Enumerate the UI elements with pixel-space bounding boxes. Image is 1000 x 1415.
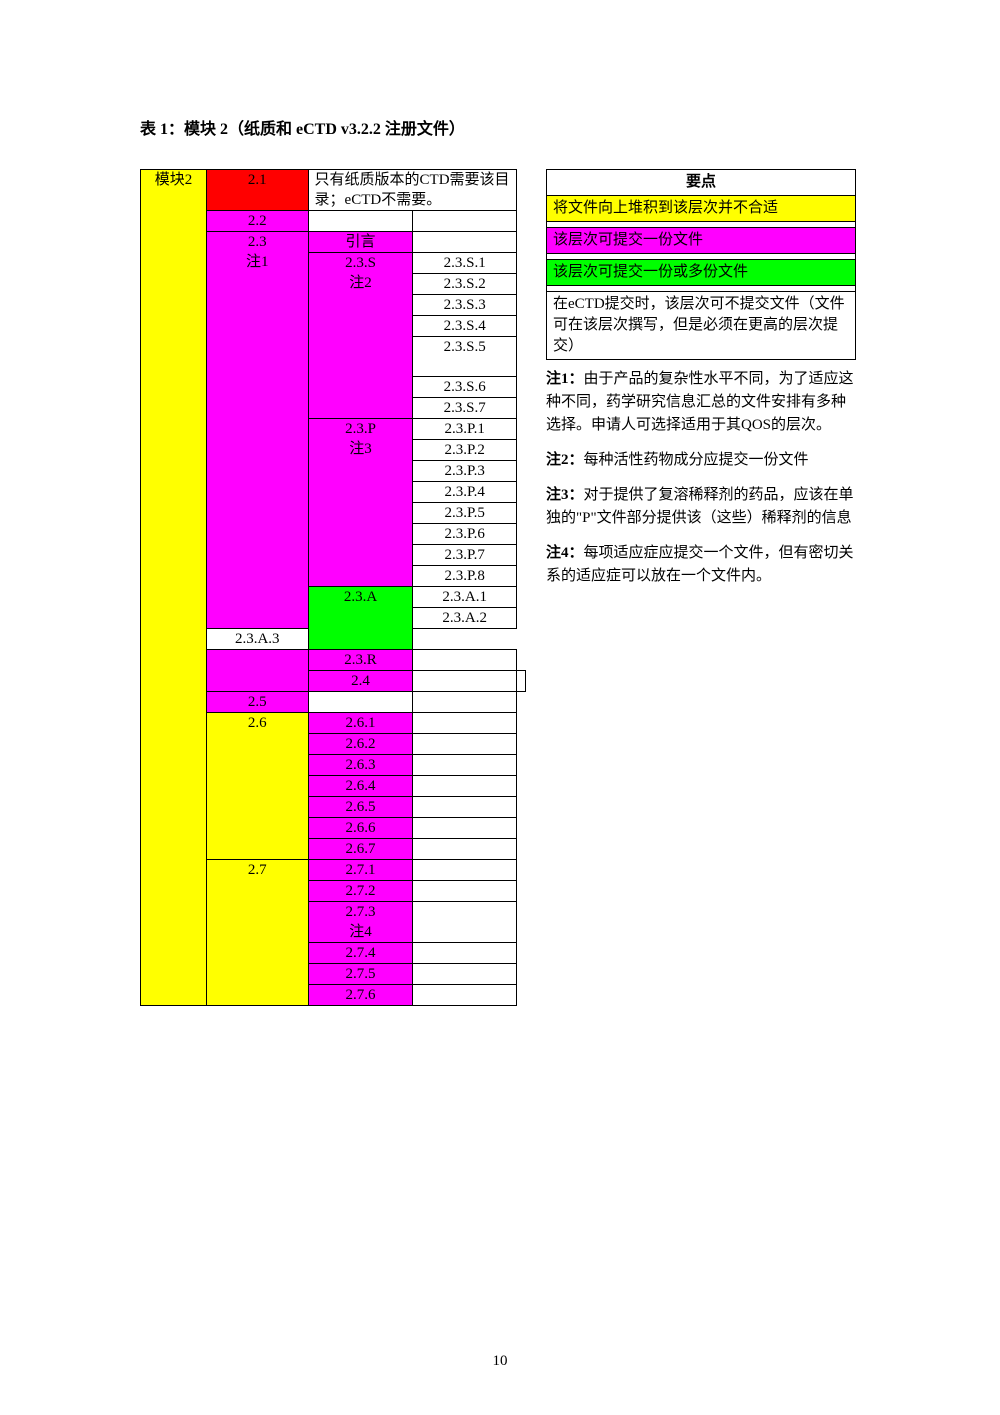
- cell-inner: 2.3.P.3: [413, 461, 517, 482]
- cell-inner: 2.6.3: [308, 755, 413, 776]
- cell-inner: 2.6.5: [308, 797, 413, 818]
- cell-inner: 2.3.P.1: [413, 419, 517, 440]
- cell-header-note: 只有纸质版本的CTD需要该目录；eCTD不需要。: [308, 170, 516, 211]
- note-4-label: 注4：: [546, 545, 584, 561]
- legend-magenta: 该层次可提交一份文件: [547, 228, 856, 254]
- note-2-label: 注2：: [546, 452, 584, 468]
- cell-inner: 2.7.6: [308, 985, 413, 1006]
- cell-inner: 2.7.4: [308, 943, 413, 964]
- note-4-text: 每项适应症应提交一个文件，但有密切关系的适应症可以放在一个文件内。: [546, 545, 854, 584]
- notes-block: 注1：由于产品的复杂性水平不同，为了适应这种不同，药学研究信息汇总的文件安排有多…: [546, 368, 856, 588]
- empty-cell: [413, 797, 517, 818]
- cell-intro: 引言: [308, 232, 413, 253]
- empty-cell: [413, 755, 517, 776]
- cell-2-3-r: 2.3.R: [308, 650, 413, 671]
- cell-inner: 2.3.A.3: [206, 629, 308, 650]
- label-2-3: 2.3: [211, 232, 304, 252]
- empty-cell: [413, 902, 517, 943]
- note-ref-3: 注3: [313, 439, 409, 459]
- note-1-text: 由于产品的复杂性水平不同，为了适应这种不同，药学研究信息汇总的文件安排有多种选择…: [546, 371, 854, 433]
- cell-inner: 2.3.A.1: [413, 587, 517, 608]
- note-1-label: 注1：: [546, 371, 584, 387]
- cell-2-3-p: 2.3.P 注3: [308, 419, 413, 587]
- cell-inner: 2.6.4: [308, 776, 413, 797]
- cell-inner: 2.7.1: [308, 860, 413, 881]
- empty-cell: [413, 776, 517, 797]
- cell-inner: 2.7.2: [308, 881, 413, 902]
- note-1: 注1：由于产品的复杂性水平不同，为了适应这种不同，药学研究信息汇总的文件安排有多…: [546, 368, 856, 437]
- cell-2-7-3: 2.7.3 注4: [308, 902, 413, 943]
- cell-inner: 2.3.S.4: [413, 316, 517, 337]
- note-2: 注2：每种活性药物成分应提交一份文件: [546, 449, 856, 472]
- note-3-text: 对于提供了复溶稀释剂的药品，应该在单独的"P"文件部分提供该（这些）稀释剂的信息: [546, 487, 854, 526]
- legend-white: 在eCTD提交时，该层次可不提交文件（文件可在该层次撰写，但是必须在更高的层次提…: [547, 292, 856, 360]
- empty-cell: [413, 818, 517, 839]
- note-ref-2: 注2: [313, 273, 409, 293]
- label-2-7-3: 2.7.3: [313, 902, 409, 922]
- cell-inner: 2.6.2: [308, 734, 413, 755]
- empty-cell: [413, 713, 517, 734]
- page-title: 表 1：模块 2（纸质和 eCTD v3.2.2 注册文件）: [140, 115, 860, 139]
- cell-2-3-extra: [206, 650, 308, 692]
- cell-inner: 2.3.P.4: [413, 482, 517, 503]
- module-label: 模块2: [141, 170, 207, 1006]
- cell-2-2: 2.2: [206, 211, 308, 232]
- cell-inner: 2.7.5: [308, 964, 413, 985]
- cell-inner: 2.3.S.1: [413, 253, 517, 274]
- cell-inner: 2.3.S.2: [413, 274, 517, 295]
- cell-inner: 2.3.P.7: [413, 545, 517, 566]
- note-3-label: 注3：: [546, 487, 584, 503]
- legend-header: 要点: [547, 170, 856, 196]
- cell-2-3-s: 2.3.S 注2: [308, 253, 413, 419]
- empty-cell: [413, 650, 517, 671]
- empty-cell: [517, 671, 526, 692]
- note-3: 注3：对于提供了复溶稀释剂的药品，应该在单独的"P"文件部分提供该（这些）稀释剂…: [546, 484, 856, 530]
- empty-cell: [413, 943, 517, 964]
- empty-cell: [413, 734, 517, 755]
- cell-2-4: 2.4: [308, 671, 413, 692]
- cell-inner: 2.6.6: [308, 818, 413, 839]
- empty-cell: [413, 692, 517, 713]
- cell-inner: 2.3.P.5: [413, 503, 517, 524]
- cell-2-3-a: 2.3.A: [308, 587, 413, 650]
- cell-inner: 2.3.S.6: [413, 377, 517, 398]
- cell-2-6: 2.6: [206, 713, 308, 860]
- cell-2-7: 2.7: [206, 860, 308, 1006]
- page-number: 10: [0, 1353, 1000, 1370]
- cell-inner: 2.3.P.6: [413, 524, 517, 545]
- empty-cell: [308, 211, 413, 232]
- label-2-3-p: 2.3.P: [313, 419, 409, 439]
- empty-cell: [413, 211, 517, 232]
- note-ref-1: 注1: [211, 252, 304, 272]
- cell-2-3: 2.3 注1: [206, 232, 308, 629]
- module-table: 模块2 2.1 只有纸质版本的CTD需要该目录；eCTD不需要。 2.2 2.3…: [140, 169, 526, 1006]
- note-ref-4: 注4: [313, 922, 409, 942]
- cell-2-1: 2.1: [206, 170, 308, 211]
- note-2-text: 每种活性药物成分应提交一份文件: [584, 452, 809, 468]
- cell-inner: 2.3.A.2: [413, 608, 517, 629]
- note-4: 注4：每项适应症应提交一个文件，但有密切关系的适应症可以放在一个文件内。: [546, 542, 856, 588]
- cell-inner: 2.6.7: [308, 839, 413, 860]
- cell-inner: 2.3.P.2: [413, 440, 517, 461]
- empty-cell: [413, 232, 517, 253]
- cell-inner: 2.3.S.7: [413, 398, 517, 419]
- legend-table: 要点 将文件向上堆积到该层次并不合适 该层次可提交一份文件 该层次可提交一份或多…: [546, 169, 856, 360]
- empty-cell: [413, 671, 517, 692]
- empty-cell: [413, 839, 517, 860]
- empty-cell: [308, 692, 413, 713]
- label-2-3-s: 2.3.S: [313, 253, 409, 273]
- legend-yellow: 将文件向上堆积到该层次并不合适: [547, 196, 856, 222]
- cell-inner: 2.3.S.3: [413, 295, 517, 316]
- empty-cell: [413, 964, 517, 985]
- cell-inner: 2.3.P.8: [413, 566, 517, 587]
- empty-cell: [413, 881, 517, 902]
- cell-2-5: 2.5: [206, 692, 308, 713]
- empty-cell: [413, 860, 517, 881]
- empty-cell: [413, 985, 517, 1006]
- cell-inner: 2.3.S.5: [413, 337, 517, 377]
- cell-inner: 2.6.1: [308, 713, 413, 734]
- legend-green: 该层次可提交一份或多份文件: [547, 260, 856, 286]
